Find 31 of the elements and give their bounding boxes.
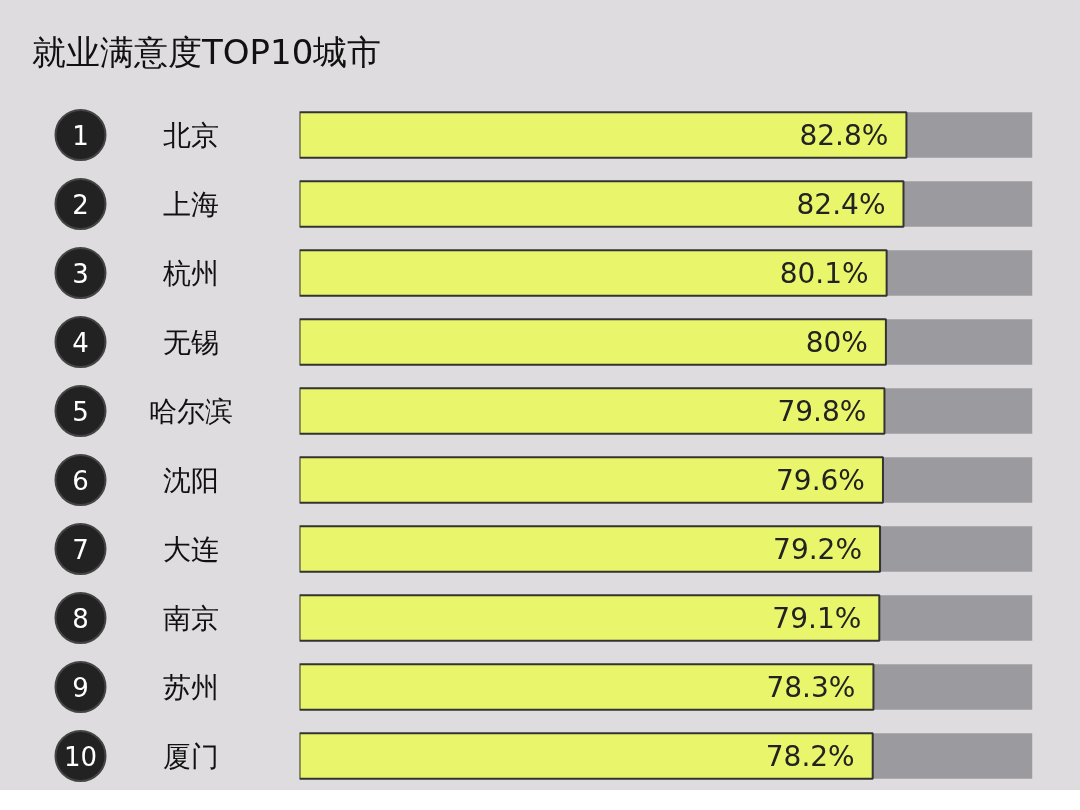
data-label: 80% xyxy=(805,325,868,359)
text: 5 xyxy=(72,397,89,427)
y-tick-label: 大连 xyxy=(162,532,219,566)
y-tick-label: 北京 xyxy=(162,118,219,152)
data-label: 82.8% xyxy=(799,118,889,152)
data-label: 79.1% xyxy=(772,601,862,635)
text: 8 xyxy=(72,604,89,634)
text: 4 xyxy=(72,328,89,358)
y-tick-label: 杭州 xyxy=(161,256,219,290)
text: 6 xyxy=(72,466,89,496)
y-tick-label: 哈尔滨 xyxy=(148,394,233,428)
data-label: 79.6% xyxy=(776,463,865,497)
y-tick-label: 上海 xyxy=(162,187,219,221)
text: 7 xyxy=(72,535,89,565)
data-label: 78.3% xyxy=(766,670,856,704)
y-tick-label: 厦门 xyxy=(162,739,219,773)
text: 2 xyxy=(72,190,89,220)
y-tick-label: 沈阳 xyxy=(162,463,219,497)
y-tick-label: 南京 xyxy=(162,601,219,635)
text: 10 xyxy=(63,742,98,772)
y-tick-label: 无锡 xyxy=(162,325,219,359)
text: 1 xyxy=(72,121,89,151)
data-label: 82.4% xyxy=(796,187,886,221)
text: 3 xyxy=(72,259,89,289)
chart-title: 就业满意度TOP10城市 xyxy=(32,31,382,74)
data-label: 79.2% xyxy=(773,532,863,566)
data-label: 78.2% xyxy=(765,739,855,773)
data-label: 80.1% xyxy=(779,256,869,290)
text: 9 xyxy=(72,673,89,703)
data-label: 79.8% xyxy=(777,394,867,428)
y-tick-label: 苏州 xyxy=(162,670,219,704)
